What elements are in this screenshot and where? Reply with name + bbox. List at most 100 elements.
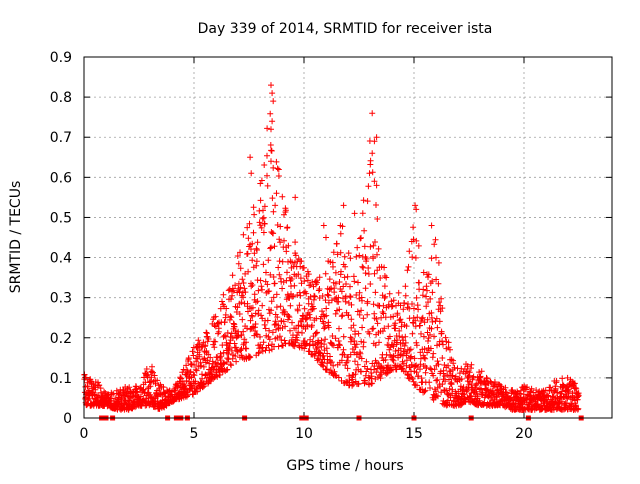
data-point <box>261 203 268 210</box>
data-point <box>360 339 367 346</box>
data-point <box>247 354 254 361</box>
data-point <box>112 395 119 402</box>
data-point <box>317 340 324 347</box>
data-point <box>323 312 330 319</box>
data-point <box>492 380 498 387</box>
data-point <box>295 329 302 336</box>
data-point <box>224 366 231 373</box>
data-point <box>284 224 291 231</box>
data-point <box>415 373 422 380</box>
data-point <box>424 287 430 294</box>
data-point <box>353 253 360 260</box>
data-point <box>436 318 443 325</box>
data-point <box>364 198 371 205</box>
data-point <box>439 355 446 361</box>
data-point <box>301 278 308 285</box>
data-point <box>313 329 320 336</box>
data-point <box>542 387 549 394</box>
data-point <box>240 328 247 335</box>
data-point <box>285 313 292 319</box>
data-point <box>257 197 264 204</box>
data-point <box>332 269 339 276</box>
data-point <box>571 380 578 387</box>
data-point <box>281 211 287 218</box>
data-point <box>425 274 431 281</box>
data-point <box>409 330 416 337</box>
data-point <box>221 360 227 366</box>
data-point <box>373 202 379 208</box>
data-point <box>362 285 369 292</box>
data-point <box>211 344 218 351</box>
data-point <box>261 220 268 227</box>
data-point <box>126 384 133 391</box>
data-point <box>249 304 256 311</box>
data-point <box>197 359 204 366</box>
data-point <box>361 243 368 250</box>
data-point <box>300 313 307 320</box>
data-point <box>319 308 325 315</box>
data-point <box>147 378 153 385</box>
data-point <box>446 376 452 383</box>
data-point <box>240 231 247 238</box>
data-point <box>412 254 419 261</box>
data-point <box>350 322 357 329</box>
data-point <box>328 359 335 366</box>
data-point <box>323 345 330 352</box>
data-point <box>276 333 283 340</box>
data-point <box>435 280 442 287</box>
data-point <box>338 313 345 320</box>
data-point <box>403 323 410 330</box>
data-point <box>433 254 439 261</box>
data-point <box>448 381 455 388</box>
data-point <box>457 383 464 390</box>
data-point <box>327 367 334 374</box>
data-point <box>363 358 370 365</box>
data-point <box>315 287 322 294</box>
data-point <box>574 396 581 403</box>
data-point <box>412 363 419 369</box>
data-point <box>466 369 473 376</box>
data-point <box>204 357 211 364</box>
data-point <box>258 177 265 184</box>
data-point <box>406 248 413 255</box>
data-point <box>371 138 378 145</box>
data-point <box>269 195 276 202</box>
data-point <box>198 362 205 369</box>
data-point <box>200 363 207 370</box>
data-point <box>347 338 354 345</box>
data-point <box>392 348 399 354</box>
data-point <box>352 358 358 365</box>
data-point <box>282 323 289 330</box>
data-point <box>245 268 252 275</box>
data-point <box>269 118 276 125</box>
data-point <box>320 222 327 229</box>
data-point <box>294 332 300 339</box>
data-point <box>297 275 304 282</box>
data-point <box>412 202 419 209</box>
data-point <box>444 372 451 378</box>
data-point <box>524 384 531 391</box>
data-point <box>249 240 256 247</box>
data-point <box>266 327 273 334</box>
data-point <box>372 289 379 296</box>
data-point <box>268 158 274 165</box>
data-point <box>306 311 313 318</box>
data-point <box>316 274 323 281</box>
data-point <box>403 350 410 357</box>
data-point <box>264 182 271 189</box>
data-point <box>330 249 337 256</box>
data-point <box>347 293 353 300</box>
data-point <box>309 322 315 329</box>
data-point <box>397 316 404 323</box>
data-point <box>413 294 420 301</box>
data-point <box>228 314 235 321</box>
data-point <box>321 325 328 332</box>
y-axis-label: SRMTID / TECUs <box>8 181 24 294</box>
data-point <box>335 298 342 305</box>
data-point <box>267 110 274 117</box>
data-point <box>560 382 567 389</box>
data-point <box>389 356 396 363</box>
data-point <box>294 307 301 314</box>
data-point <box>421 346 428 352</box>
data-point <box>413 206 420 213</box>
